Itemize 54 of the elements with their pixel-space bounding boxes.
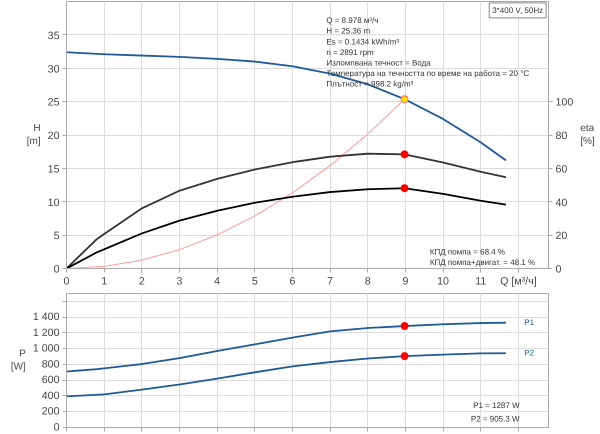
x-tick-label: 6 [289,276,296,288]
y-tick-label: 400 [42,390,60,402]
y-tick-label: 0 [54,422,60,434]
x-tick-label: 7 [327,276,334,288]
y2-tick-label: 40 [556,196,568,209]
y-axis-title: P [W] [10,348,26,373]
y-tick-label: 10 [48,196,60,209]
y-tick-label: 600 [42,374,60,386]
x-tick-label: 5 [252,276,258,288]
x-tick-label: 11 [475,276,486,288]
y-tick-label: 1 400 [32,311,60,324]
x-tick-label: 2 [138,276,145,288]
y-tick-label: 15 [48,163,60,176]
annotation: P1 = 1287 W [473,401,520,410]
y2-tick-label: 0 [556,264,562,276]
x-tick-label: 8 [364,276,371,288]
annotation: P2 = 905.3 W [470,414,520,424]
annotation: Es = 0.1434 kWh/m³ [326,37,400,46]
x-tick-label: 0 [64,276,70,288]
text: P1 [524,318,535,328]
annotation: КПД помпа = 68.4 % [430,247,506,256]
x-tick-label: 9 [402,276,408,288]
annotation: КПД помпа+двигат. = 48.1 % [430,258,536,267]
annotation: n = 2891 rpm [326,48,374,57]
y-tick-label: 25 [48,96,60,109]
line-series [66,51,507,162]
y-tick-label: 200 [42,406,60,418]
annotation: H = 25.36 m [326,26,370,36]
y-tick-label: 35 [48,30,60,42]
y-tick-label: 20 [48,130,60,142]
annotation: 3*400 V, 50Hz [492,6,544,15]
annotation: Температура на течността по време на работа = 20 °C [326,68,530,78]
y-tick-label: 5 [54,230,60,242]
y2-axis-title: eta [%] [580,122,595,148]
y2-tick-label: 80 [556,130,568,142]
x-tick-label: Q [м³/ч] [500,276,537,288]
y2-tick-label: 60 [556,163,568,176]
y-tick-label: 0 [54,264,60,276]
y2-tick-label: 100 [556,96,574,109]
line-series [66,322,507,372]
x-tick-label: 3 [176,276,183,288]
y-tick-label: 800 [42,358,60,370]
y-tick-label: 1 200 [32,326,60,339]
x-tick-label: 4 [214,276,220,288]
x-tick-label: 1 [101,276,108,288]
y-axis-title: H [m] [26,122,41,148]
annotation: Q = 8.978 м³/ч [326,16,378,26]
text: P2 [524,348,535,358]
y-tick-label: 30 [48,63,60,76]
annotation: Изломпвана течност = Вода [326,58,432,68]
x-tick-label: 10 [437,276,450,288]
y-tick-label: 1 000 [32,342,60,355]
y2-tick-label: 20 [556,230,568,242]
line-series [66,352,507,398]
